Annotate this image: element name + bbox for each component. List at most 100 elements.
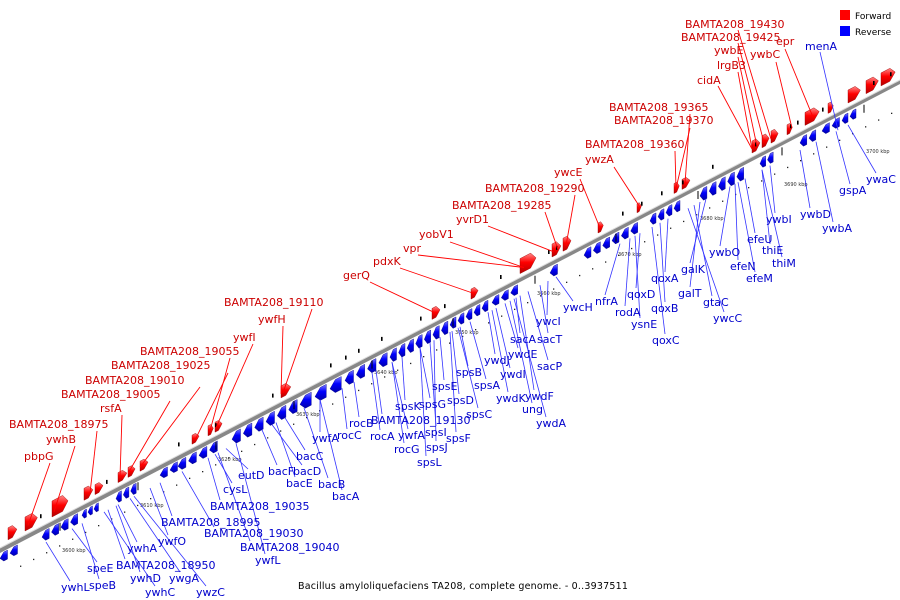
reverse-gene-label[interactable]: ung: [522, 403, 543, 416]
reverse-gene-label[interactable]: rocB: [349, 417, 374, 430]
reverse-gene-label[interactable]: thiM: [772, 257, 796, 270]
forward-gene-label[interactable]: pbpG: [24, 450, 53, 463]
reverse-gene-label[interactable]: sacP: [537, 360, 563, 373]
reverse-gene-label[interactable]: ywbD: [800, 208, 831, 221]
reverse-gene-label[interactable]: ywhL: [61, 581, 90, 594]
forward-gene-label[interactable]: ywfH: [258, 313, 286, 326]
forward-gene-label[interactable]: BAMTA208_19025: [111, 359, 210, 372]
forward-gene-label[interactable]: BAMTA208_19425: [681, 31, 780, 44]
reverse-gene-label[interactable]: ywgA: [169, 572, 199, 585]
forward-gene-label[interactable]: BAMTA208_19290: [485, 182, 584, 195]
reverse-gene-label[interactable]: nfrA: [595, 295, 618, 308]
reverse-gene-label[interactable]: ywcI: [536, 315, 561, 328]
forward-gene-label[interactable]: yvrD1: [456, 213, 489, 226]
reverse-gene-label[interactable]: spsE: [432, 380, 457, 393]
reverse-gene-label[interactable]: menA: [805, 40, 837, 53]
forward-gene-label[interactable]: lrgB3: [717, 59, 746, 72]
forward-gene-label[interactable]: ywfI: [233, 331, 256, 344]
reverse-gene-label[interactable]: bacA: [332, 490, 360, 503]
reverse-gene-label[interactable]: speB: [89, 579, 116, 592]
reverse-gene-label[interactable]: ywbI: [766, 213, 792, 226]
forward-gene-label[interactable]: BAMTA208_18975: [9, 418, 108, 431]
reverse-gene-label[interactable]: spsK: [395, 400, 421, 413]
reverse-gene-label[interactable]: cysL: [223, 483, 248, 496]
reverse-gene-label[interactable]: ywdA: [536, 417, 566, 430]
forward-gene-label[interactable]: epr: [776, 35, 795, 48]
reverse-gene-label[interactable]: ywzC: [196, 586, 225, 599]
forward-gene-label[interactable]: BAMTA208_19370: [614, 114, 713, 127]
reverse-gene-label[interactable]: spsJ: [426, 441, 448, 454]
reverse-gene-label[interactable]: BAMTA208_19030: [204, 527, 303, 540]
reverse-gene-label[interactable]: qoxA: [651, 272, 679, 285]
reverse-gene-label[interactable]: ywaC: [866, 173, 896, 186]
reverse-gene-label[interactable]: rocG: [394, 443, 420, 456]
reverse-gene-label[interactable]: galK: [681, 263, 706, 276]
reverse-gene-label[interactable]: ywfO: [158, 535, 186, 548]
reverse-gene-label[interactable]: efeM: [746, 272, 773, 285]
reverse-gene-label[interactable]: spsC: [466, 408, 492, 421]
forward-gene-label[interactable]: BAMTA208_19005: [61, 388, 160, 401]
forward-gene-label[interactable]: BAMTA208_19365: [609, 101, 708, 114]
reverse-gene-label[interactable]: spsB: [456, 366, 482, 379]
reverse-gene-label[interactable]: BAMTA208_19040: [240, 541, 339, 554]
forward-gene-label[interactable]: BAMTA208_19285: [452, 199, 551, 212]
reverse-gene-label[interactable]: speE: [87, 562, 113, 575]
reverse-gene-label[interactable]: spsA: [474, 379, 500, 392]
forward-gene-label[interactable]: pdxK: [373, 255, 401, 268]
reverse-gene-label[interactable]: bacE: [286, 477, 313, 490]
reverse-gene-label[interactable]: rocC: [337, 429, 362, 442]
reverse-gene-label[interactable]: BAMTA208_19035: [210, 500, 309, 513]
forward-gene-label[interactable]: BAMTA208_19430: [685, 18, 784, 31]
reverse-gene-label[interactable]: BAMTA208_18995: [161, 516, 260, 529]
forward-gene-label[interactable]: rsfA: [100, 402, 122, 415]
reverse-gene-label[interactable]: ywdF: [525, 390, 554, 403]
reverse-gene-label[interactable]: ywbO: [709, 246, 740, 259]
forward-gene-label[interactable]: ywbC: [750, 48, 780, 61]
forward-gene-label[interactable]: ywzA: [585, 153, 614, 166]
reverse-gene-label[interactable]: ywcC: [713, 312, 743, 325]
forward-gene-label[interactable]: BAMTA208_19055: [140, 345, 239, 358]
reverse-gene-label[interactable]: spsF: [446, 432, 471, 445]
reverse-gene-label[interactable]: spsI: [425, 426, 447, 439]
reverse-gene-label[interactable]: ysnE: [631, 318, 657, 331]
reverse-gene-label[interactable]: rodA: [615, 306, 641, 319]
reverse-gene-label[interactable]: spsG: [419, 398, 446, 411]
reverse-gene-label[interactable]: rocA: [370, 430, 395, 443]
reverse-gene-label[interactable]: ywdI: [500, 368, 526, 381]
forward-gene-label[interactable]: yobV1: [419, 228, 454, 241]
reverse-gene-label[interactable]: qoxC: [652, 334, 680, 347]
forward-gene-label[interactable]: BAMTA208_19110: [224, 296, 323, 309]
forward-gene-label[interactable]: vpr: [403, 242, 421, 255]
forward-gene-label[interactable]: cidA: [697, 74, 721, 87]
reverse-gene-label[interactable]: ywbA: [822, 222, 852, 235]
reverse-gene-label[interactable]: efeN: [730, 260, 756, 273]
reverse-gene-label[interactable]: ywhA: [127, 542, 157, 555]
reverse-gene-label[interactable]: gtaC: [703, 296, 729, 309]
reverse-gene-label[interactable]: bacB: [318, 478, 345, 491]
reverse-gene-label[interactable]: ywfL: [255, 554, 281, 567]
forward-gene-label[interactable]: ywhB: [46, 433, 76, 446]
reverse-gene-label[interactable]: galT: [678, 287, 702, 300]
forward-gene-label[interactable]: gerQ: [343, 269, 370, 282]
reverse-gene-label[interactable]: eutD: [238, 469, 265, 482]
reverse-gene-label[interactable]: ywdJ: [484, 354, 510, 367]
reverse-gene-label[interactable]: spsL: [417, 456, 442, 469]
reverse-gene-label[interactable]: bacC: [296, 450, 324, 463]
reverse-gene-label[interactable]: sacA: [510, 333, 537, 346]
forward-gene-label[interactable]: ywcE: [554, 166, 583, 179]
reverse-gene-label[interactable]: efeU: [747, 233, 772, 246]
forward-gene-label[interactable]: BAMTA208_19360: [585, 138, 684, 151]
reverse-gene-label[interactable]: gspA: [839, 184, 867, 197]
reverse-gene-label[interactable]: BAMTA208_19130: [371, 414, 470, 427]
reverse-gene-label[interactable]: ywcH: [563, 301, 593, 314]
reverse-gene-label[interactable]: ywhD: [130, 572, 161, 585]
reverse-gene-label[interactable]: ywfA: [398, 429, 425, 442]
reverse-gene-label[interactable]: spsD: [447, 394, 474, 407]
reverse-gene-label[interactable]: sacT: [537, 333, 563, 346]
reverse-gene-label[interactable]: thiE: [762, 244, 783, 257]
reverse-gene-label[interactable]: qoxB: [651, 302, 678, 315]
forward-gene-label[interactable]: ywbE: [714, 44, 743, 57]
reverse-gene-label[interactable]: ywfA: [312, 432, 339, 445]
reverse-gene-label[interactable]: bacF: [268, 465, 294, 478]
forward-gene-label[interactable]: BAMTA208_19010: [85, 374, 184, 387]
